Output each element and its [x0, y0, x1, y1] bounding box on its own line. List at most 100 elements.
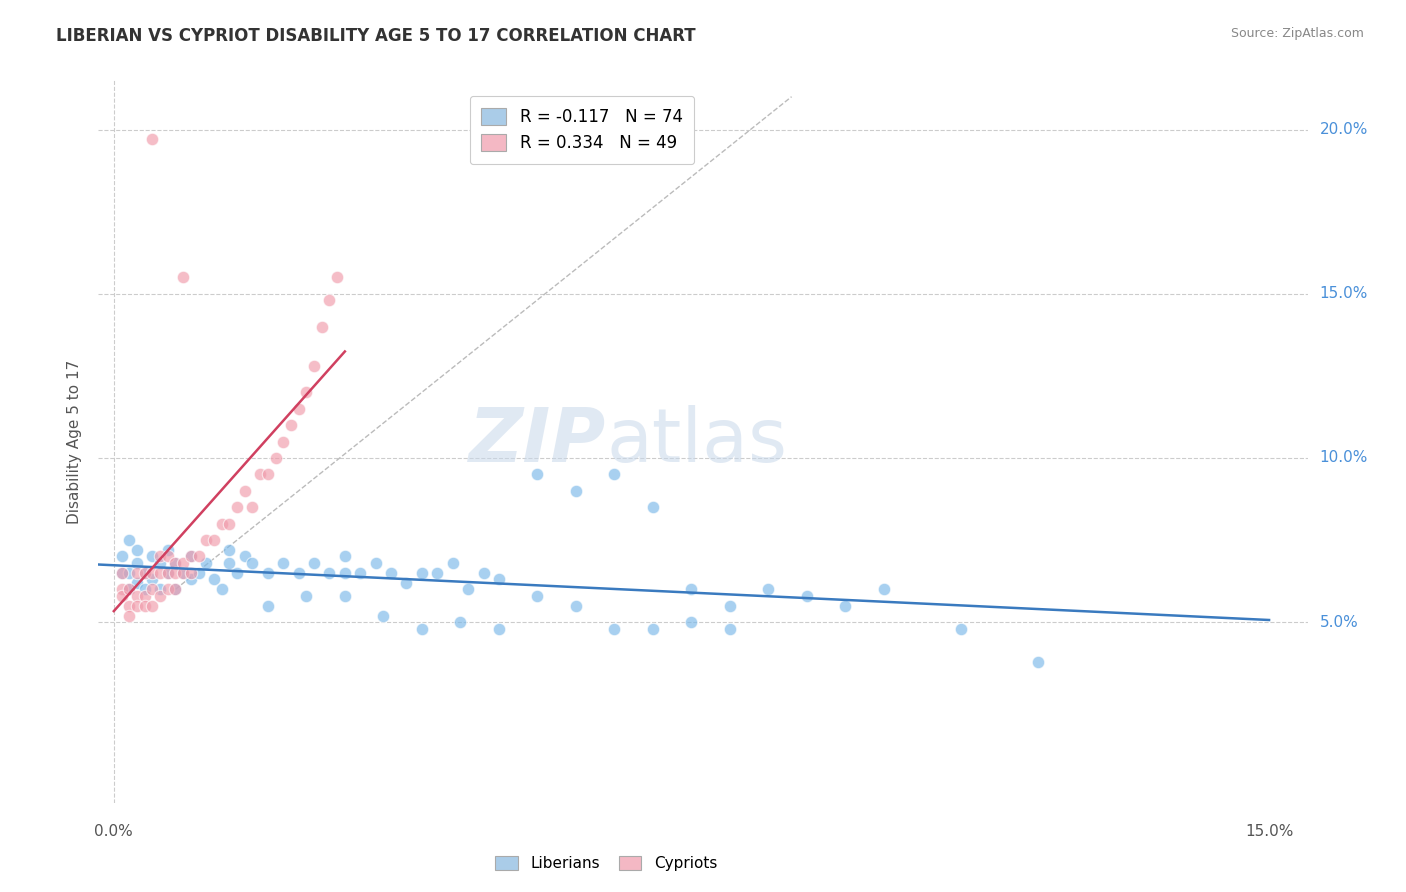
Text: Source: ZipAtlas.com: Source: ZipAtlas.com — [1230, 27, 1364, 40]
Point — [271, 434, 294, 449]
Point — [318, 566, 340, 580]
Point — [195, 533, 218, 547]
Point — [118, 533, 141, 547]
Point — [110, 566, 132, 580]
Point — [488, 622, 510, 636]
Point — [373, 608, 395, 623]
Point — [271, 556, 294, 570]
Point — [218, 556, 240, 570]
Point — [280, 418, 302, 433]
Point — [187, 566, 209, 580]
Point — [364, 556, 387, 570]
Point — [165, 566, 187, 580]
Point — [1026, 655, 1049, 669]
Point — [488, 573, 510, 587]
Point — [295, 589, 318, 603]
Point — [110, 549, 132, 564]
Point — [141, 573, 163, 587]
Point — [233, 549, 256, 564]
Point — [134, 582, 156, 597]
Point — [641, 622, 664, 636]
Text: atlas: atlas — [606, 405, 787, 478]
Point — [110, 582, 132, 597]
Point — [202, 533, 225, 547]
Point — [118, 582, 141, 597]
Point — [141, 549, 163, 564]
Text: ZIP: ZIP — [470, 405, 606, 478]
Point — [873, 582, 896, 597]
Point — [565, 599, 588, 613]
Point — [134, 599, 156, 613]
Point — [472, 566, 495, 580]
Point — [180, 549, 202, 564]
Point — [395, 575, 418, 590]
Point — [565, 483, 588, 498]
Point — [718, 599, 741, 613]
Point — [211, 582, 233, 597]
Point — [218, 542, 240, 557]
Point — [180, 549, 202, 564]
Point — [202, 573, 225, 587]
Point — [156, 549, 179, 564]
Point — [141, 566, 163, 580]
Point — [950, 622, 973, 636]
Text: 15.0%: 15.0% — [1320, 286, 1368, 301]
Point — [249, 467, 271, 482]
Y-axis label: Disability Age 5 to 17: Disability Age 5 to 17 — [67, 359, 83, 524]
Point — [165, 582, 187, 597]
Point — [318, 293, 340, 308]
Point — [110, 589, 132, 603]
Point — [526, 467, 548, 482]
Point — [125, 542, 148, 557]
Point — [349, 566, 371, 580]
Point — [257, 467, 280, 482]
Point — [180, 573, 202, 587]
Point — [165, 582, 187, 597]
Point — [441, 556, 464, 570]
Point — [118, 566, 141, 580]
Point — [125, 575, 148, 590]
Point — [257, 566, 280, 580]
Point — [333, 549, 356, 564]
Point — [718, 622, 741, 636]
Point — [242, 556, 264, 570]
Point — [411, 622, 433, 636]
Point — [681, 582, 703, 597]
Point — [118, 608, 141, 623]
Point — [195, 556, 218, 570]
Point — [326, 270, 349, 285]
Point — [156, 566, 179, 580]
Point — [110, 566, 132, 580]
Point — [411, 566, 433, 580]
Point — [426, 566, 449, 580]
Point — [681, 615, 703, 630]
Point — [149, 589, 172, 603]
Point — [218, 516, 240, 531]
Point — [257, 599, 280, 613]
Point — [758, 582, 780, 597]
Point — [165, 556, 187, 570]
Point — [165, 556, 187, 570]
Point — [149, 556, 172, 570]
Point — [172, 270, 194, 285]
Point — [172, 556, 194, 570]
Point — [125, 556, 148, 570]
Point — [149, 549, 172, 564]
Point — [242, 500, 264, 515]
Point — [603, 467, 626, 482]
Point — [834, 599, 856, 613]
Point — [796, 589, 818, 603]
Point — [156, 582, 179, 597]
Point — [180, 566, 202, 580]
Point — [264, 450, 287, 465]
Point — [118, 599, 141, 613]
Point — [118, 582, 141, 597]
Point — [295, 385, 318, 400]
Point — [156, 542, 179, 557]
Legend: Liberians, Cypriots: Liberians, Cypriots — [489, 850, 723, 878]
Text: 20.0%: 20.0% — [1320, 122, 1368, 137]
Point — [302, 359, 325, 373]
Point — [233, 483, 256, 498]
Point — [526, 589, 548, 603]
Point — [457, 582, 479, 597]
